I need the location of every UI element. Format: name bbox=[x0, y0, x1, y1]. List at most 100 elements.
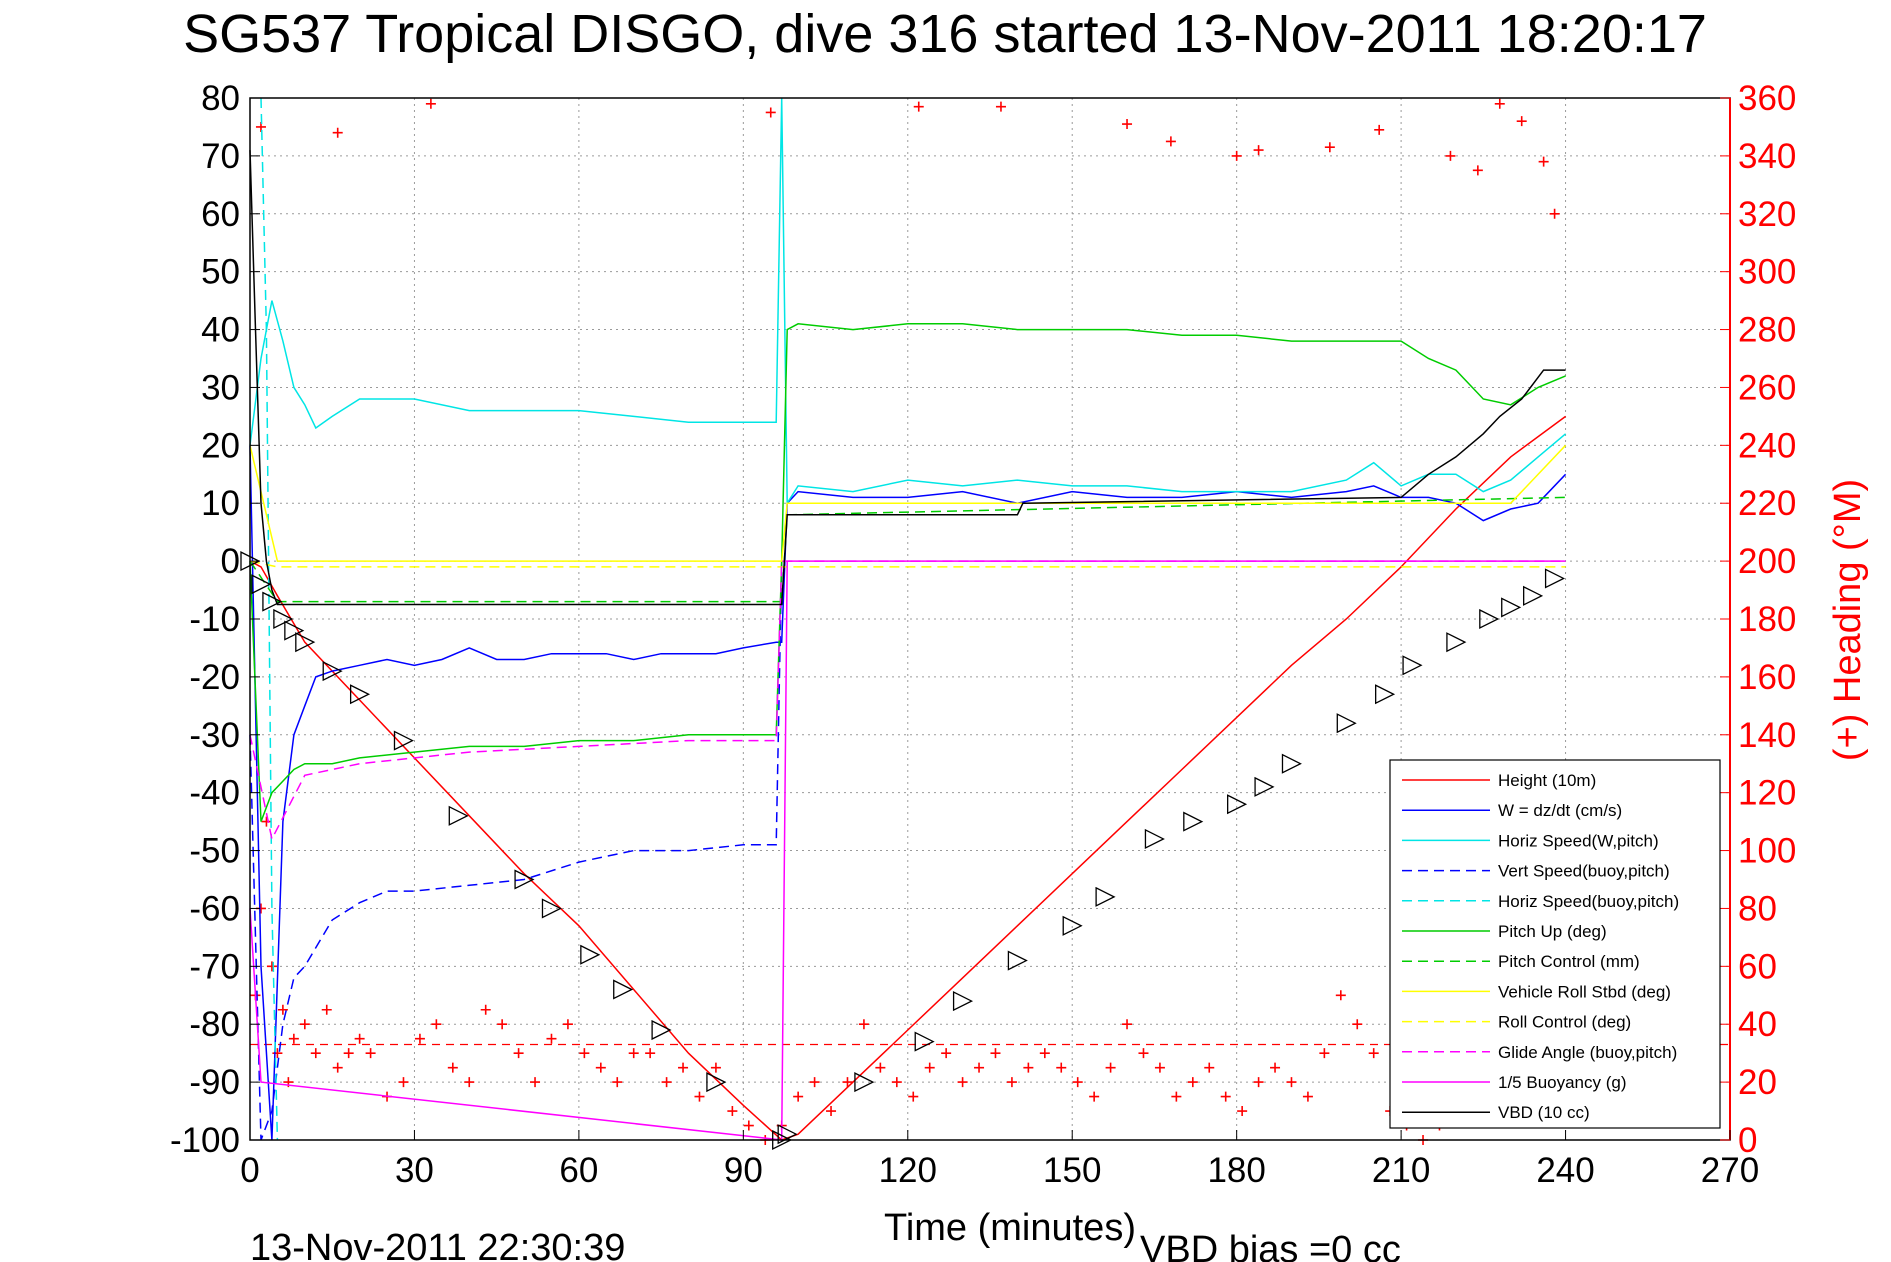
heading-point bbox=[1445, 150, 1456, 161]
glide-marker bbox=[1144, 828, 1165, 850]
heading-point bbox=[1302, 1091, 1313, 1102]
heading-point bbox=[1089, 1091, 1100, 1102]
glide-marker bbox=[613, 979, 634, 1000]
heading-point bbox=[272, 1048, 283, 1059]
series-line-1 bbox=[249, 445, 1567, 1141]
x-tick-label: 30 bbox=[395, 1151, 434, 1190]
glide-marker bbox=[580, 944, 601, 965]
heading-point bbox=[1072, 1077, 1083, 1088]
heading-point bbox=[425, 98, 436, 109]
heading-point bbox=[858, 1019, 869, 1030]
y-right-tick-label: 100 bbox=[1738, 832, 1796, 871]
y-tick-label: -70 bbox=[189, 947, 240, 986]
heading-point bbox=[1122, 119, 1133, 130]
heading-point bbox=[908, 1091, 919, 1102]
heading-point bbox=[1154, 1062, 1165, 1073]
legend-label: Vert Speed(buoy,pitch) bbox=[1498, 862, 1670, 881]
glide-marker bbox=[1501, 597, 1522, 618]
heading-point bbox=[1494, 98, 1505, 109]
glide-marker bbox=[706, 1072, 727, 1093]
x-tick-label: 240 bbox=[1536, 1151, 1594, 1190]
glide-marker bbox=[1402, 655, 1423, 676]
legend-label: Horiz Speed(buoy,pitch) bbox=[1498, 892, 1679, 911]
heading-point bbox=[277, 1004, 288, 1015]
y-right-tick-label: 220 bbox=[1738, 484, 1796, 523]
y-right-tick-label: 180 bbox=[1738, 600, 1796, 639]
heading-point bbox=[1056, 1062, 1067, 1073]
heading-point bbox=[913, 101, 924, 112]
x-tick-labels: 0 30 60 90 120 150 180 210 240 270 bbox=[240, 1130, 1759, 1190]
heading-point bbox=[1039, 1048, 1050, 1059]
heading-point bbox=[431, 1019, 442, 1030]
y-right-tick-label: 160 bbox=[1738, 658, 1796, 697]
glide-marker bbox=[251, 574, 272, 595]
y-right-tick-label: 0 bbox=[1738, 1121, 1757, 1160]
x-axis-label: Time (minutes) bbox=[884, 1207, 1136, 1249]
y-right-tick-label: 60 bbox=[1738, 947, 1777, 986]
legend-label: 1/5 Buoyancy (g) bbox=[1498, 1073, 1627, 1092]
y-tick-label: -90 bbox=[189, 1063, 240, 1102]
heading-point bbox=[595, 1062, 606, 1073]
heading-point bbox=[1220, 1091, 1231, 1102]
y-tick-label: 50 bbox=[201, 253, 240, 292]
x-tick-label: 0 bbox=[240, 1151, 259, 1190]
heading-point bbox=[743, 1120, 754, 1131]
heading-point bbox=[398, 1077, 409, 1088]
glide-marker bbox=[1544, 568, 1566, 589]
glide-marker bbox=[777, 1124, 798, 1145]
heading-point bbox=[1270, 1062, 1281, 1073]
heading-point bbox=[321, 1004, 332, 1015]
heading-point bbox=[365, 1048, 376, 1059]
series-group bbox=[249, 97, 1567, 1141]
y-right-tick-label: 280 bbox=[1738, 311, 1796, 350]
y-tick-label: 40 bbox=[201, 311, 240, 350]
heading-point bbox=[530, 1077, 541, 1088]
heading-point bbox=[261, 816, 272, 827]
y-right-tick-label: 20 bbox=[1738, 1063, 1777, 1102]
heading-point bbox=[765, 107, 776, 118]
heading-point bbox=[332, 1062, 343, 1073]
y-right-tick-label: 120 bbox=[1738, 774, 1796, 813]
glide-marker bbox=[1446, 632, 1467, 653]
heading-point bbox=[1237, 1106, 1248, 1117]
heading-point bbox=[1549, 208, 1560, 219]
heading-point bbox=[288, 1033, 299, 1044]
heading-point bbox=[809, 1077, 820, 1088]
heading-point bbox=[1352, 1019, 1363, 1030]
y-right-tick-label: 260 bbox=[1738, 368, 1796, 407]
glide-marker bbox=[1375, 684, 1396, 705]
y-right-tick-label: 240 bbox=[1738, 426, 1796, 465]
y-tick-label: 70 bbox=[201, 137, 240, 176]
heading-point bbox=[1368, 1048, 1379, 1059]
heading-point bbox=[1253, 1077, 1264, 1088]
series-line-5 bbox=[249, 323, 1566, 822]
heading-point bbox=[645, 1048, 656, 1059]
legend-label: Height (10m) bbox=[1498, 771, 1596, 790]
heading-point bbox=[941, 1048, 952, 1059]
x-tick-label: 90 bbox=[724, 1151, 763, 1190]
heading-point bbox=[562, 1019, 573, 1030]
heading-point bbox=[1187, 1077, 1198, 1088]
legend-label: Pitch Up (deg) bbox=[1498, 922, 1607, 941]
x-tick-label: 180 bbox=[1207, 1151, 1265, 1190]
footer-vbd-bias: VBD bias =0 cc bbox=[1140, 1229, 1401, 1262]
heading-point bbox=[678, 1062, 689, 1073]
glide-marker bbox=[1062, 915, 1083, 936]
heading-point bbox=[1105, 1062, 1116, 1073]
y-tick-label: 30 bbox=[201, 368, 240, 407]
glide-markers bbox=[240, 551, 1566, 1151]
series-line-7 bbox=[249, 444, 1567, 562]
glide-marker bbox=[262, 591, 283, 612]
heading-point bbox=[727, 1106, 738, 1117]
y-right-tick-label: 360 bbox=[1738, 79, 1796, 118]
legend-label: Pitch Control (mm) bbox=[1498, 952, 1640, 971]
y-tick-label: -20 bbox=[189, 658, 240, 697]
series-line-0 bbox=[249, 415, 1567, 1141]
glide-marker bbox=[1281, 753, 1302, 774]
heading-point bbox=[266, 961, 277, 972]
heading-point bbox=[1516, 116, 1527, 127]
series-line-11 bbox=[249, 150, 1566, 606]
y-tick-label: -100 bbox=[170, 1121, 240, 1160]
heading-point bbox=[332, 127, 343, 138]
legend-box bbox=[1389, 759, 1721, 1129]
